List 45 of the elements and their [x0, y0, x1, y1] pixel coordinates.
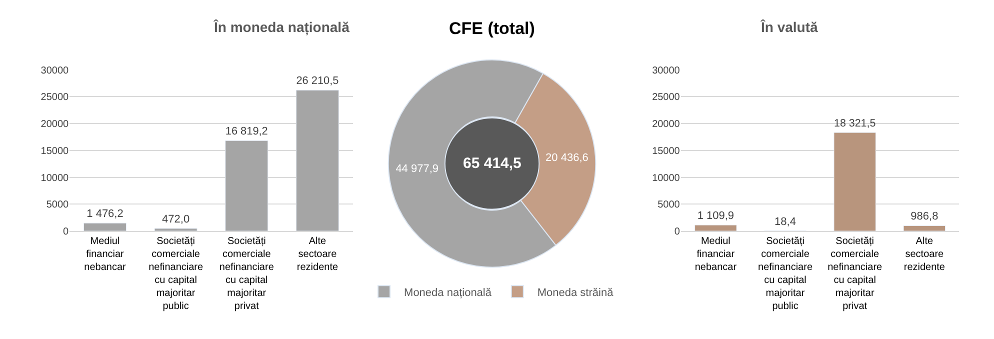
data-label: 16 819,2	[225, 126, 268, 138]
y-tick-label: 30000	[40, 65, 70, 76]
x-tick-label: Mediul financiar nebancar	[694, 236, 738, 274]
bar	[834, 132, 876, 232]
y-tick-label: 10000	[40, 172, 70, 184]
data-label: 1 476,2	[86, 208, 124, 220]
bar	[694, 224, 737, 232]
y-tick-label: 5000	[46, 200, 70, 211]
x-tick-label: Alte sectoare rezidente	[296, 236, 338, 274]
chart-title: În moneda națională	[213, 19, 350, 36]
y-tick-label: 30000	[652, 65, 680, 76]
data-label: 1 109,9	[697, 210, 734, 222]
legend-label: Moneda națională	[404, 286, 492, 299]
data-label: 26 210,5	[296, 75, 339, 88]
x-tick-label: Societăți comerciale nefinanciare cu capital majoritar privat	[828, 236, 883, 312]
y-tick-label: 25000	[40, 92, 70, 104]
y-tick-label: 20000	[40, 119, 70, 130]
bar	[903, 225, 946, 232]
data-label: 18,4	[774, 216, 796, 228]
y-tick-label: 0	[63, 226, 70, 238]
y-tick-label: 10000	[652, 172, 680, 184]
x-tick-label: Societăți comerciale nefinanciare cu capital majoritar public	[758, 236, 813, 312]
bar	[154, 228, 198, 232]
text: 65 414,5	[463, 155, 522, 172]
data-label: 472,0	[162, 213, 190, 226]
y-tick-label: 20000	[652, 119, 680, 130]
data-label: 20 436,6	[546, 152, 588, 164]
bar	[225, 140, 268, 232]
legend-label: Moneda străină	[537, 286, 614, 299]
y-tick-label: 0	[674, 226, 680, 238]
x-tick-label: Societăți comerciale nefinanciare cu capital majoritar privat	[219, 236, 274, 312]
bar	[296, 90, 339, 232]
x-tick-label: Alte sectoare rezidente	[904, 236, 946, 274]
y-tick-label: 15000	[40, 146, 70, 157]
chart-title: CFE (total)	[449, 19, 535, 38]
bar	[83, 222, 126, 232]
x-tick-label: Mediul financiar nebancar	[84, 236, 127, 274]
data-label: 44 977,9	[396, 163, 439, 176]
data-label: 986,8	[910, 210, 938, 223]
y-tick-label: 15000	[652, 146, 680, 157]
data-label: 18 321,5	[834, 118, 876, 130]
y-tick-label: 25000	[652, 92, 680, 104]
x-tick-label: Societăți comerciale nefinanciare cu capital majoritar public	[148, 236, 204, 312]
y-tick-label: 5000	[658, 200, 680, 211]
chart-title: În valută	[760, 19, 818, 35]
